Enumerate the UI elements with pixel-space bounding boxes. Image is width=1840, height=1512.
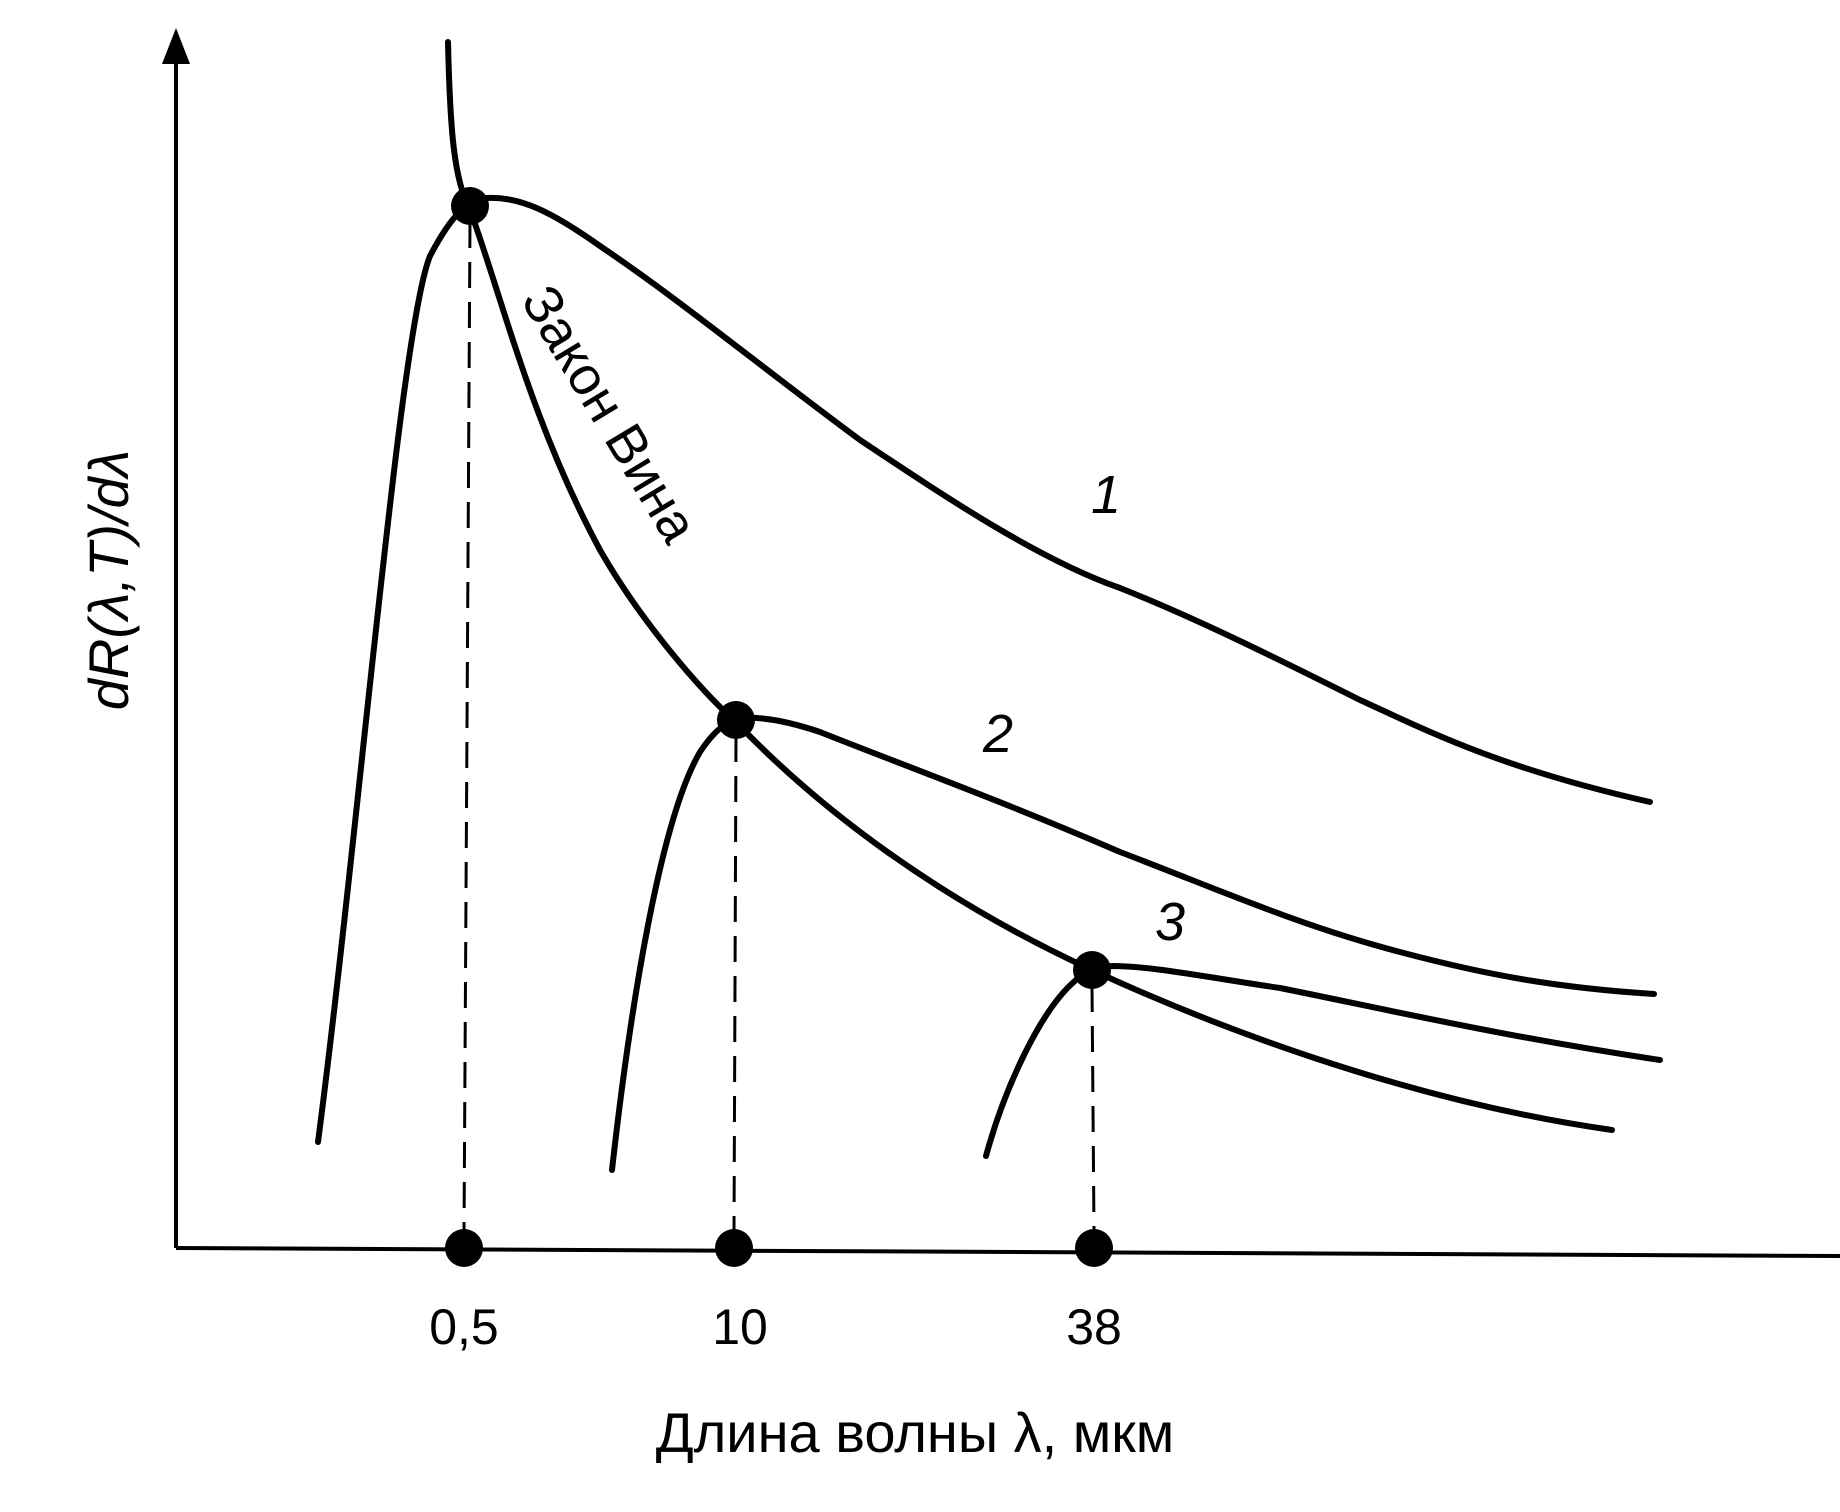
- x-tick-label: 10: [712, 1299, 768, 1355]
- curve-label-3: 3: [1155, 892, 1185, 952]
- x-tick-marker-3: [1075, 1229, 1113, 1267]
- curves: [315, 39, 1663, 1173]
- drop-line-2: [732, 735, 738, 1233]
- axes: [162, 28, 1840, 1258]
- drop-line-1: [462, 221, 472, 1233]
- x-axis-title: Длина волны λ, мкм: [656, 1401, 1175, 1464]
- drop-line-3: [1090, 985, 1096, 1233]
- x-tick-label: 0,5: [429, 1299, 499, 1355]
- curve-label-2: 2: [982, 704, 1013, 764]
- x-tick-label: 38: [1066, 1299, 1122, 1355]
- curve-3: [983, 963, 1663, 1159]
- peak-point-1: [451, 187, 489, 225]
- x-tick-marker-1: [445, 1229, 483, 1267]
- curve-1: [315, 194, 1653, 1145]
- markers: [445, 187, 1113, 1267]
- curve-2: [609, 714, 1657, 1173]
- peak-point-3: [1073, 951, 1111, 989]
- curve-label-1: 1: [1091, 465, 1121, 525]
- wien-envelope-curve: [445, 39, 1615, 1133]
- y-axis-title: dR(λ,T)/dλ: [77, 450, 140, 710]
- y-axis-arrow: [162, 28, 190, 64]
- peak-point-2: [717, 701, 755, 739]
- x-axis: [175, 1246, 1840, 1258]
- drop-lines: [462, 221, 1096, 1233]
- x-tick-labels: 0,5 10 38: [429, 1299, 1122, 1355]
- x-tick-marker-2: [715, 1229, 753, 1267]
- curve-labels: 1 2 3: [982, 465, 1185, 952]
